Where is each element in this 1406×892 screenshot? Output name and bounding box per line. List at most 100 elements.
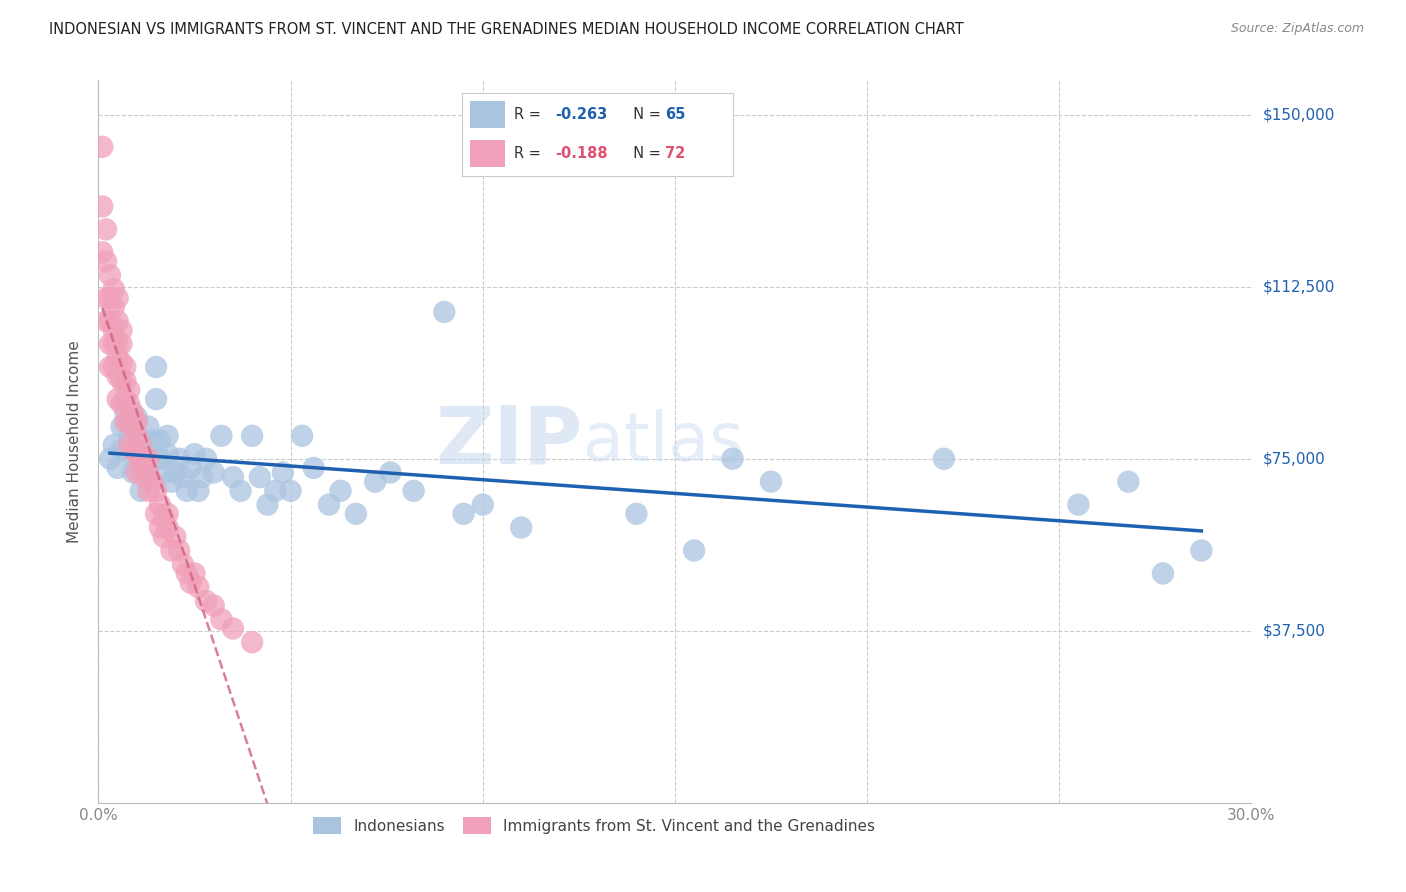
Point	[125, 447, 148, 461]
Text: Source: ZipAtlas.com: Source: ZipAtlas.com	[1230, 22, 1364, 36]
Point	[249, 470, 271, 484]
Point	[94, 254, 117, 268]
Point	[180, 461, 202, 475]
Point	[110, 355, 132, 369]
Point	[107, 461, 129, 475]
Point	[183, 447, 205, 461]
Point	[103, 359, 125, 374]
Point	[129, 483, 152, 498]
Point	[91, 245, 114, 260]
Point	[114, 415, 136, 429]
Point	[149, 498, 172, 512]
Point	[138, 419, 160, 434]
Point	[202, 599, 225, 613]
Point	[195, 594, 218, 608]
Point	[291, 429, 314, 443]
Point	[156, 447, 179, 461]
Point	[134, 447, 156, 461]
Point	[125, 415, 148, 429]
Point	[152, 530, 174, 544]
Point	[759, 475, 782, 489]
Point	[107, 351, 129, 365]
Legend: Indonesians, Immigrants from St. Vincent and the Grenadines: Indonesians, Immigrants from St. Vincent…	[307, 809, 883, 842]
Point	[134, 470, 156, 484]
Point	[125, 434, 148, 448]
Point	[134, 451, 156, 466]
Point	[209, 429, 232, 443]
Point	[256, 498, 278, 512]
Point	[240, 429, 263, 443]
Point	[107, 369, 129, 384]
Point	[402, 483, 425, 498]
Point	[510, 520, 533, 534]
Point	[145, 392, 167, 406]
Point	[165, 466, 187, 480]
Point	[141, 475, 163, 489]
Point	[145, 507, 167, 521]
Point	[110, 374, 132, 388]
Text: $37,500: $37,500	[1263, 624, 1326, 639]
Point	[114, 392, 136, 406]
Point	[156, 429, 179, 443]
Point	[721, 451, 744, 466]
Text: atlas: atlas	[582, 409, 744, 475]
Point	[129, 461, 152, 475]
Point	[222, 470, 245, 484]
Point	[364, 475, 387, 489]
Point	[103, 438, 125, 452]
Point	[118, 429, 141, 443]
Text: $112,500: $112,500	[1263, 279, 1334, 294]
Point	[110, 323, 132, 337]
Point	[91, 199, 114, 213]
Point	[932, 451, 955, 466]
Point	[122, 447, 145, 461]
Point	[165, 530, 187, 544]
Point	[380, 466, 402, 480]
Point	[453, 507, 475, 521]
Point	[156, 520, 179, 534]
Point	[344, 507, 367, 521]
Point	[122, 466, 145, 480]
Point	[195, 451, 218, 466]
Point	[110, 337, 132, 351]
Point	[122, 442, 145, 457]
Point	[1152, 566, 1174, 581]
Point	[125, 429, 148, 443]
Point	[129, 438, 152, 452]
Point	[187, 580, 209, 594]
Point	[187, 483, 209, 498]
Point	[145, 359, 167, 374]
Point	[138, 451, 160, 466]
Point	[149, 434, 172, 448]
Point	[149, 451, 172, 466]
Point	[141, 434, 163, 448]
Point	[129, 456, 152, 470]
Point	[114, 359, 136, 374]
Point	[118, 397, 141, 411]
Point	[98, 359, 121, 374]
Point	[122, 419, 145, 434]
Point	[229, 483, 252, 498]
Point	[98, 451, 121, 466]
Point	[138, 483, 160, 498]
Point	[156, 507, 179, 521]
Point	[160, 475, 183, 489]
Point	[167, 451, 190, 466]
Point	[122, 406, 145, 420]
Point	[94, 314, 117, 328]
Point	[125, 410, 148, 425]
Point	[264, 483, 287, 498]
Point	[103, 301, 125, 315]
Point	[183, 566, 205, 581]
Point	[180, 575, 202, 590]
Point	[176, 483, 198, 498]
Point	[107, 314, 129, 328]
Text: INDONESIAN VS IMMIGRANTS FROM ST. VINCENT AND THE GRENADINES MEDIAN HOUSEHOLD IN: INDONESIAN VS IMMIGRANTS FROM ST. VINCEN…	[49, 22, 965, 37]
Point	[280, 483, 302, 498]
Point	[107, 392, 129, 406]
Point	[329, 483, 352, 498]
Point	[118, 415, 141, 429]
Point	[94, 291, 117, 305]
Point	[160, 543, 183, 558]
Point	[94, 222, 117, 236]
